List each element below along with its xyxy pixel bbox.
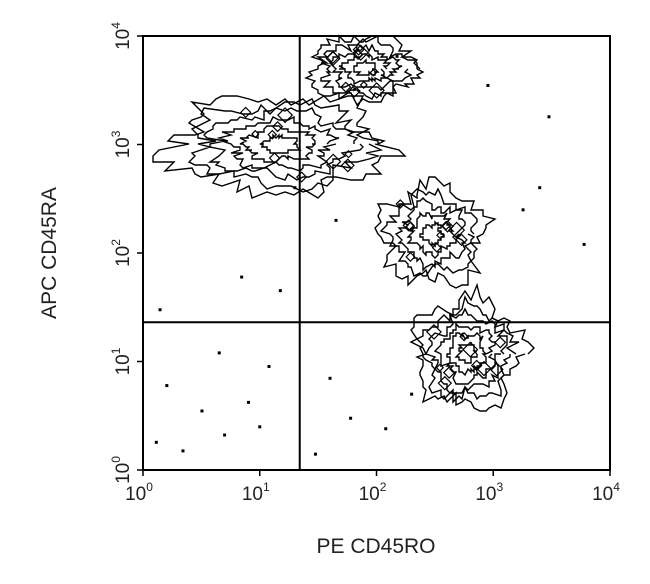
- outlier-dot: [486, 83, 490, 87]
- contour-line: [433, 322, 496, 385]
- outlier-dot: [181, 449, 185, 453]
- contour-blob: [455, 233, 468, 247]
- contour-blob: [325, 50, 341, 67]
- contour-line: [259, 133, 302, 154]
- outlier-dot: [349, 416, 353, 420]
- outlier-dot: [328, 376, 332, 380]
- contour-blob: [344, 149, 353, 159]
- contour-line: [394, 197, 467, 272]
- contour-blob: [352, 49, 364, 61]
- contour-blob: [494, 336, 507, 349]
- outlier-dot: [278, 289, 282, 293]
- outlier-dot: [246, 400, 250, 404]
- outlier-dot: [395, 54, 399, 58]
- contour-blob: [448, 221, 466, 239]
- contour-blob: [369, 68, 378, 77]
- contour-line: [239, 125, 317, 163]
- contour-line: [152, 95, 407, 199]
- contour-line: [406, 211, 457, 259]
- contour-line: [454, 342, 478, 364]
- contour-blob: [436, 231, 445, 240]
- outlier-dot: [313, 452, 317, 456]
- contour-blob: [239, 106, 252, 119]
- contour-blob: [435, 363, 445, 372]
- contour-line: [415, 294, 520, 404]
- contour-blob: [489, 362, 504, 377]
- contour-blob: [441, 220, 454, 233]
- contour-blob: [476, 360, 492, 377]
- contour-line: [419, 220, 445, 248]
- contour-blob: [405, 251, 416, 262]
- contour-line: [216, 115, 340, 172]
- contour-blob: [462, 341, 479, 358]
- outlier-dot: [538, 186, 542, 190]
- contour-blob: [347, 84, 361, 98]
- contour-blob: [271, 120, 284, 133]
- contour-blob: [395, 199, 406, 209]
- outlier-dot: [293, 186, 297, 190]
- outlier-dot: [582, 242, 586, 246]
- contour-blob: [276, 107, 294, 124]
- contour-lines: [152, 34, 535, 412]
- contour-line: [187, 98, 387, 193]
- outlier-dot: [240, 275, 244, 279]
- outlier-dot: [521, 208, 525, 212]
- contour-line: [329, 43, 403, 92]
- outlier-dot: [384, 427, 388, 431]
- contour-blob: [368, 82, 385, 99]
- y-axis-ticks: 100 101 102 103 104: [109, 22, 143, 484]
- contour-blob: [352, 44, 369, 61]
- outlier-dot: [547, 115, 551, 119]
- contour-blob: [442, 366, 456, 379]
- y-tick-label: 103: [109, 130, 134, 158]
- y-tick-label: 104: [109, 22, 134, 50]
- outlier-dot: [154, 440, 158, 444]
- x-tick-label: 104: [592, 480, 620, 505]
- contour-blob: [405, 221, 416, 232]
- contour-blob: [425, 323, 442, 340]
- contour-blob: [470, 359, 483, 372]
- x-tick-label: 103: [475, 480, 503, 505]
- contour-blob: [352, 43, 365, 56]
- outlier-dot: [223, 433, 227, 437]
- y-axis-label: APC CD45RA: [38, 187, 61, 319]
- contour-blob: [437, 375, 453, 391]
- outlier-dot: [258, 425, 262, 429]
- contour-blob: [340, 158, 355, 173]
- y-tick-label: 102: [109, 239, 134, 267]
- outlier-dot: [158, 308, 162, 312]
- outlier-dot: [410, 392, 414, 396]
- x-axis-ticks: 100 101 102 103 104: [125, 470, 620, 505]
- x-tick-label: 102: [359, 480, 387, 505]
- outlier-dot: [165, 384, 169, 388]
- x-tick-label: 101: [242, 480, 270, 505]
- contour-blob: [268, 152, 281, 164]
- y-tick-label: 100: [109, 456, 134, 484]
- y-tick-label: 101: [109, 347, 134, 375]
- contour-line: [374, 176, 497, 289]
- contour-blob: [459, 331, 469, 342]
- outlier-dot: [217, 351, 221, 355]
- contour-line: [338, 52, 392, 86]
- outlier-events: [154, 54, 586, 456]
- contour-blob: [325, 153, 342, 170]
- contour-blob: [267, 129, 278, 140]
- contour-blob: [340, 81, 352, 93]
- outlier-dot: [267, 364, 271, 368]
- contour-line: [379, 187, 478, 277]
- contour-blob: [431, 242, 442, 253]
- contour-blob: [251, 129, 260, 139]
- contour-blob: [359, 80, 368, 89]
- x-axis-label: PE CD45RO: [316, 535, 435, 558]
- outlier-dot: [334, 218, 338, 222]
- outlier-dot: [200, 409, 204, 413]
- contour-line: [203, 107, 364, 181]
- contour-line: [446, 332, 487, 377]
- contour-line: [353, 58, 380, 76]
